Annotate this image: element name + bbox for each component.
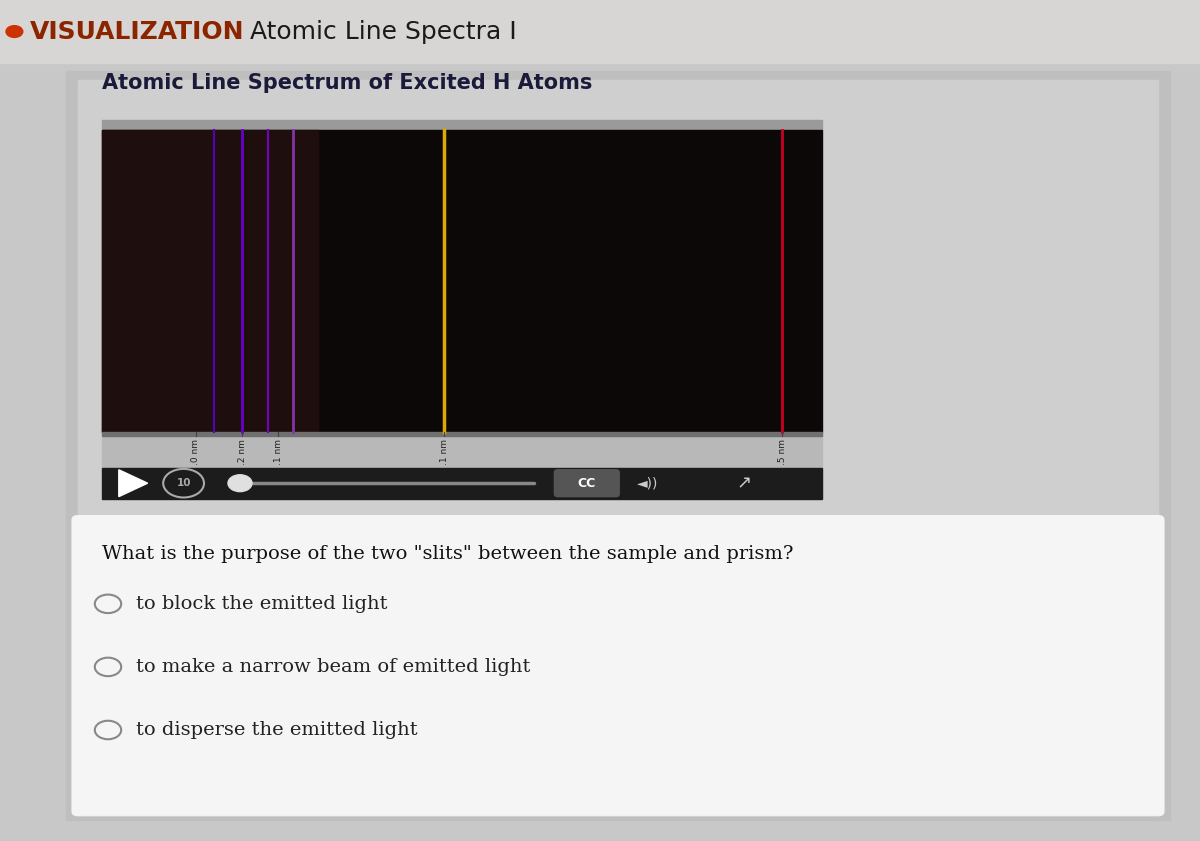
- Text: .2 nm: .2 nm: [238, 439, 247, 465]
- Text: .1 nm: .1 nm: [439, 439, 449, 465]
- Text: .0 nm: .0 nm: [191, 439, 200, 465]
- FancyBboxPatch shape: [72, 516, 1164, 816]
- Text: to block the emitted light: to block the emitted light: [136, 595, 388, 613]
- Text: Atomic Line Spectra I: Atomic Line Spectra I: [234, 19, 517, 44]
- Bar: [102, 468, 822, 499]
- Text: to make a narrow beam of emitted light: to make a narrow beam of emitted light: [136, 658, 530, 676]
- Bar: [78, 80, 1158, 580]
- Bar: [66, 71, 1170, 820]
- Polygon shape: [119, 470, 148, 497]
- Text: to disperse the emitted light: to disperse the emitted light: [136, 721, 418, 739]
- Circle shape: [6, 26, 23, 38]
- FancyBboxPatch shape: [554, 470, 619, 497]
- Bar: [0, 0, 1200, 63]
- Text: What is the purpose of the two "slits" between the sample and prism?: What is the purpose of the two "slits" b…: [102, 545, 793, 563]
- Circle shape: [228, 475, 252, 492]
- Bar: [102, 120, 822, 130]
- Bar: [102, 436, 822, 468]
- Bar: [102, 130, 822, 431]
- Text: VISUALIZATION: VISUALIZATION: [30, 19, 245, 44]
- Text: 10: 10: [176, 479, 191, 488]
- Text: CC: CC: [577, 477, 596, 489]
- Text: .5 nm: .5 nm: [778, 439, 787, 465]
- Text: ◄)): ◄)): [637, 476, 659, 490]
- Bar: [102, 431, 822, 436]
- Text: ↗: ↗: [737, 474, 751, 492]
- Text: .1 nm: .1 nm: [274, 439, 283, 465]
- Text: Atomic Line Spectrum of Excited H Atoms: Atomic Line Spectrum of Excited H Atoms: [102, 72, 593, 93]
- Bar: [102, 130, 318, 431]
